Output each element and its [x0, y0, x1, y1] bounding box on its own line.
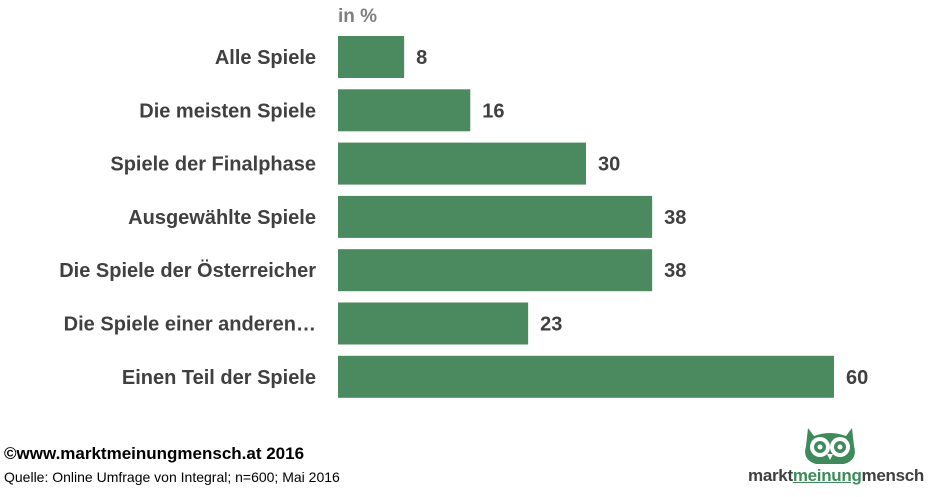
- value-label-4: 38: [664, 260, 686, 282]
- category-label-2: Spiele der Finalphase: [110, 154, 316, 176]
- bar-chart: Alle Spiele 8 Die meisten Spiele 16 Spiele d…: [59, 36, 868, 398]
- value-label-2: 30: [598, 154, 620, 176]
- value-label-1: 16: [482, 100, 504, 122]
- copyright-text: ©www.marktmeinungmensch.at 2016: [4, 444, 305, 463]
- brand-logo: marktmeinungmensch: [748, 420, 948, 494]
- value-label-5: 23: [540, 314, 562, 336]
- bar-2: [338, 142, 586, 185]
- unit-label: in %: [338, 6, 378, 27]
- value-label-3: 38: [664, 207, 686, 229]
- bar-1: [338, 89, 471, 132]
- category-label-3: Ausgewählte Spiele: [128, 207, 316, 229]
- bar-0: [338, 36, 405, 78]
- value-label-0: 8: [416, 47, 427, 69]
- category-label-6: Einen Teil der Spiele: [122, 367, 316, 389]
- category-label-0: Alle Spiele: [215, 47, 316, 69]
- bar-4: [338, 249, 653, 292]
- category-label-5: Die Spiele einer anderen…: [64, 314, 316, 336]
- value-label-6: 60: [846, 367, 868, 389]
- logo-wordmark: marktmeinungmensch: [748, 466, 924, 485]
- bar-5: [338, 302, 529, 345]
- source-text: Quelle: Online Umfrage von Integral; n=6…: [4, 469, 340, 485]
- bar-3: [338, 195, 653, 238]
- category-label-4: Die Spiele der Österreicher: [59, 259, 316, 282]
- category-label-1: Die meisten Spiele: [139, 100, 316, 122]
- bar-6: [338, 355, 834, 398]
- owl-icon: [805, 428, 855, 464]
